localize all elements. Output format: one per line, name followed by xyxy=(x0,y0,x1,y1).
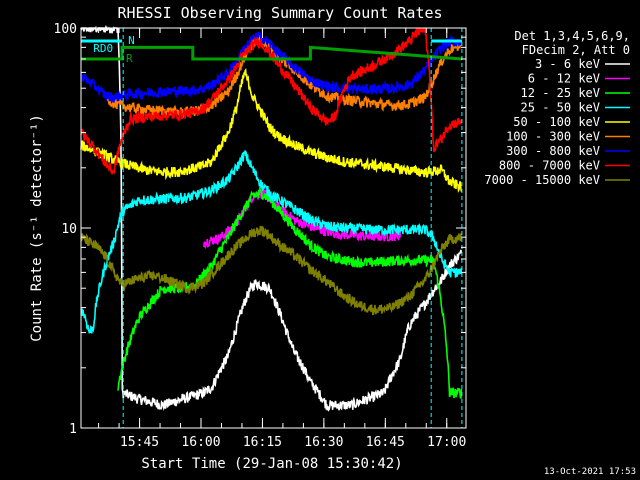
chart-title: RHESSI Observing Summary Count Rates xyxy=(117,4,442,22)
legend-label-1: 6 - 12 keV xyxy=(528,72,600,86)
legend-label-5: 100 - 300 keV xyxy=(506,130,600,144)
series-line-4 xyxy=(80,68,463,194)
legend-label-3: 25 - 50 keV xyxy=(521,101,600,115)
x-tick-label-4: 16:45 xyxy=(366,435,405,450)
y-tick-label-2: 100 xyxy=(54,22,77,37)
y-tick-label-1: 10 xyxy=(61,222,77,237)
y-tick-label-0: 1 xyxy=(69,422,77,437)
generation-timestamp: 13-Oct-2021 17:53 xyxy=(544,467,636,477)
annotation-r: R xyxy=(126,52,133,65)
legend-header-decimation: FDecim 2, Att 0 xyxy=(522,43,630,57)
axis-layer: 1 10 100 15:45 16:00 16:15 16:30 16:45 17:00 xyxy=(54,22,467,450)
legend-label-6: 300 - 800 keV xyxy=(506,144,600,158)
legend-label-0: 3 - 6 keV xyxy=(535,57,600,71)
x-tick-label-3: 16:30 xyxy=(304,435,343,450)
annotation-n: N xyxy=(128,34,135,47)
legend-label-4: 50 - 100 keV xyxy=(513,115,600,129)
legend-label-7: 800 - 7000 keV xyxy=(499,159,600,173)
legend-header-detectors: Det 1,3,4,5,6,9, xyxy=(514,29,630,43)
x-tick-label-1: 16:00 xyxy=(181,435,220,450)
series-layer xyxy=(80,25,463,412)
series-line-8 xyxy=(80,225,462,316)
series-line-3 xyxy=(80,150,463,334)
y-axis-label: Count Rate (s⁻¹ detector⁻¹) xyxy=(29,114,45,342)
series-line-6 xyxy=(80,31,463,103)
series-line-2 xyxy=(117,186,463,400)
legend-label-2: 12 - 25 keV xyxy=(521,86,600,100)
x-tick-label-5: 17:00 xyxy=(427,435,466,450)
legend: Det 1,3,4,5,6,9, FDecim 2, Att 0 3 - 6 k… xyxy=(484,29,630,187)
legend-label-8: 7000 - 15000 keV xyxy=(484,173,600,187)
annotation-rd0: RD0 xyxy=(93,42,113,55)
series-line-9 xyxy=(81,45,463,61)
x-tick-label-2: 16:15 xyxy=(243,435,282,450)
series-line-0 xyxy=(80,25,463,412)
x-axis-label: Start Time (29-Jan-08 15:30:42) xyxy=(141,456,402,472)
x-tick-label-0: 15:45 xyxy=(120,435,159,450)
